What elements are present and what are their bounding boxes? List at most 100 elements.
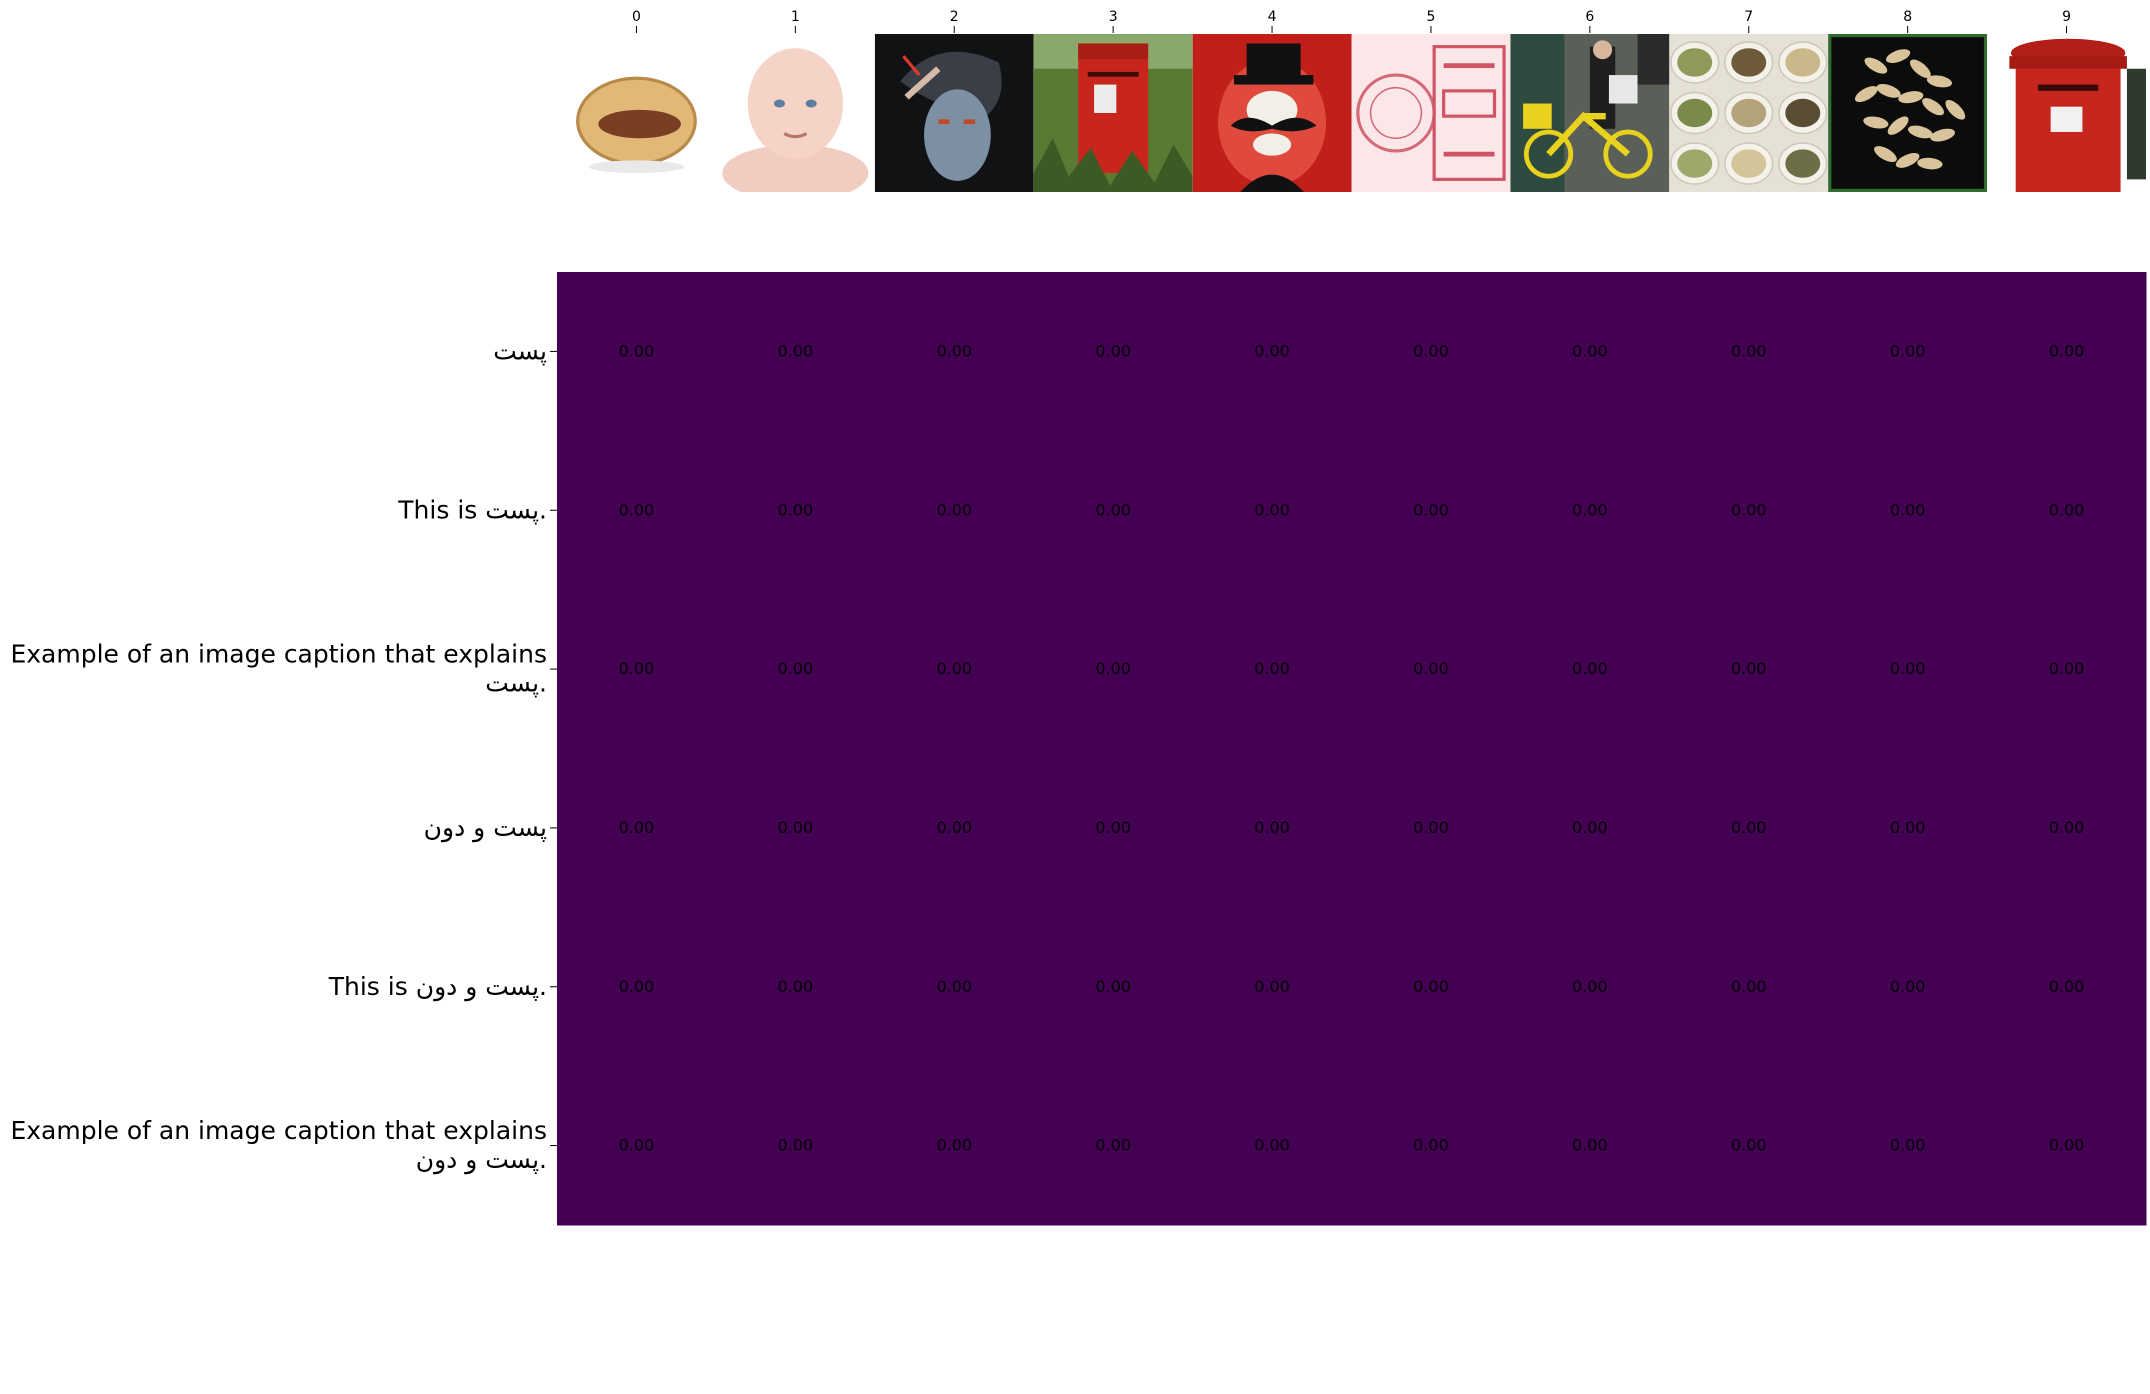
x-tick-label: 3 (1109, 9, 1118, 25)
heatmap-cell (1828, 272, 1988, 432)
y-tick-label: پست و دون (424, 813, 547, 843)
cell-value-label: 0.00 (936, 977, 972, 996)
heatmap-cell (1192, 748, 1352, 908)
heatmap-cell (1828, 1066, 1988, 1226)
heatmap-cell (874, 430, 1035, 591)
y-tick-label: This is پست. (397, 495, 547, 524)
cell-value-label: 0.00 (936, 500, 972, 519)
image-thumbnail-3 (1033, 34, 1193, 192)
heatmap-cell (1987, 1066, 2147, 1226)
cell-value-label: 0.00 (1095, 341, 1131, 360)
cell-value-label: 0.00 (936, 1136, 972, 1155)
cell-value-label: 0.00 (1890, 500, 1926, 519)
image-thumbnail-9 (1987, 34, 2146, 192)
x-tick-label: 5 (1426, 9, 1435, 25)
heatmap-cell (1987, 748, 2147, 908)
heatmap-cell (1669, 272, 1829, 432)
cell-value-label: 0.00 (1095, 1136, 1131, 1155)
cell-value-label: 0.00 (778, 1136, 814, 1155)
x-tick-label: 0 (632, 9, 641, 25)
heatmap-cell (1192, 907, 1352, 1067)
cell-value-label: 0.00 (1254, 818, 1290, 837)
cell-value-label: 0.00 (619, 1136, 655, 1155)
cell-value-label: 0.00 (1731, 659, 1767, 678)
cell-value-label: 0.00 (619, 341, 655, 360)
heatmap-cell (1351, 748, 1511, 908)
heatmap-cell (1351, 1066, 1511, 1226)
cell-value-label: 0.00 (1890, 818, 1926, 837)
heatmap-cell (874, 748, 1035, 908)
heatmap-cell (1510, 430, 1670, 591)
heatmap-cell (557, 589, 717, 749)
heatmap-cell (1510, 1066, 1670, 1226)
cell-value-label: 0.00 (1413, 977, 1449, 996)
cell-value-label: 0.00 (1095, 977, 1131, 996)
cell-value-label: 0.00 (1572, 1136, 1608, 1155)
cell-value-label: 0.00 (1095, 818, 1131, 837)
heatmap-cell (557, 272, 717, 432)
cell-value-label: 0.00 (1095, 500, 1131, 519)
heatmap-cell (1669, 907, 1829, 1067)
cell-value-label: 0.00 (2049, 500, 2085, 519)
heatmap-cell (715, 748, 876, 908)
heatmap-cell (1351, 272, 1511, 432)
x-tick-label: 2 (950, 9, 959, 25)
image-thumbnail-7 (1669, 34, 1829, 192)
cell-value-label: 0.00 (1254, 500, 1290, 519)
x-tick-label: 7 (1744, 9, 1753, 25)
cell-value-label: 0.00 (1413, 818, 1449, 837)
heatmap-cell (1033, 589, 1194, 749)
x-axis-ticks: 0 1 2 3 4 5 6 7 8 9 (632, 9, 2071, 33)
cell-value-label: 0.00 (1572, 500, 1608, 519)
cell-value-label: 0.00 (2049, 659, 2085, 678)
heatmap-cell (1033, 907, 1194, 1067)
x-tick-label: 9 (2062, 9, 2071, 25)
cell-value-label: 0.00 (1890, 977, 1926, 996)
cell-value-label: 0.00 (936, 659, 972, 678)
heatmap-cell (557, 430, 717, 591)
cell-value-label: 0.00 (1413, 500, 1449, 519)
heatmap-cell (1510, 907, 1670, 1067)
image-thumbnail-8 (1828, 34, 1988, 192)
cell-value-label: 0.00 (936, 818, 972, 837)
heatmap-cell (1192, 272, 1352, 432)
heatmap-cell (1351, 907, 1511, 1067)
heatmap-cell (1510, 589, 1670, 749)
cell-value-label: 0.00 (619, 500, 655, 519)
cell-value-label: 0.00 (1572, 818, 1608, 837)
heatmap-cell (715, 589, 876, 749)
heatmap-cell (1351, 430, 1511, 591)
image-thumbnail-2 (874, 34, 1034, 192)
cell-value-label: 0.00 (1095, 659, 1131, 678)
cell-value-label: 0.00 (1890, 1136, 1926, 1155)
cell-value-label: 0.00 (778, 977, 814, 996)
heatmap-cell (874, 589, 1035, 749)
y-tick-label: Example of an image caption that explain… (10, 640, 547, 669)
cell-value-label: 0.00 (2049, 1136, 2085, 1155)
cell-value-label: 0.00 (1572, 659, 1608, 678)
cell-value-label: 0.00 (1413, 1136, 1449, 1155)
cell-value-label: 0.00 (778, 500, 814, 519)
heatmap-cell (1033, 1066, 1194, 1226)
cell-value-label: 0.00 (1572, 341, 1608, 360)
cell-value-label: 0.00 (619, 659, 655, 678)
heatmap-cell (1510, 748, 1670, 908)
cell-value-label: 0.00 (619, 977, 655, 996)
image-thumbnail-4 (1192, 34, 1352, 192)
heatmap-cell (1510, 272, 1670, 432)
x-tick-label: 1 (791, 9, 800, 25)
heatmap-cell (1828, 430, 1988, 591)
image-thumbnail-1 (715, 34, 875, 192)
heatmap-cell (1669, 589, 1829, 749)
cell-value-label: 0.00 (1413, 341, 1449, 360)
heatmap-cell (1828, 907, 1988, 1067)
cell-value-label: 0.00 (1731, 818, 1767, 837)
heatmap-cell (1033, 430, 1194, 591)
heatmap-cell (557, 748, 717, 908)
heatmap-cell (557, 907, 717, 1067)
y-axis-ticks: پست This is پست. Example of an image capti… (10, 336, 557, 1175)
x-tick-label: 8 (1903, 9, 1912, 25)
cell-value-label: 0.00 (1731, 1136, 1767, 1155)
y-tick-label: پست و دون. (416, 1145, 547, 1175)
